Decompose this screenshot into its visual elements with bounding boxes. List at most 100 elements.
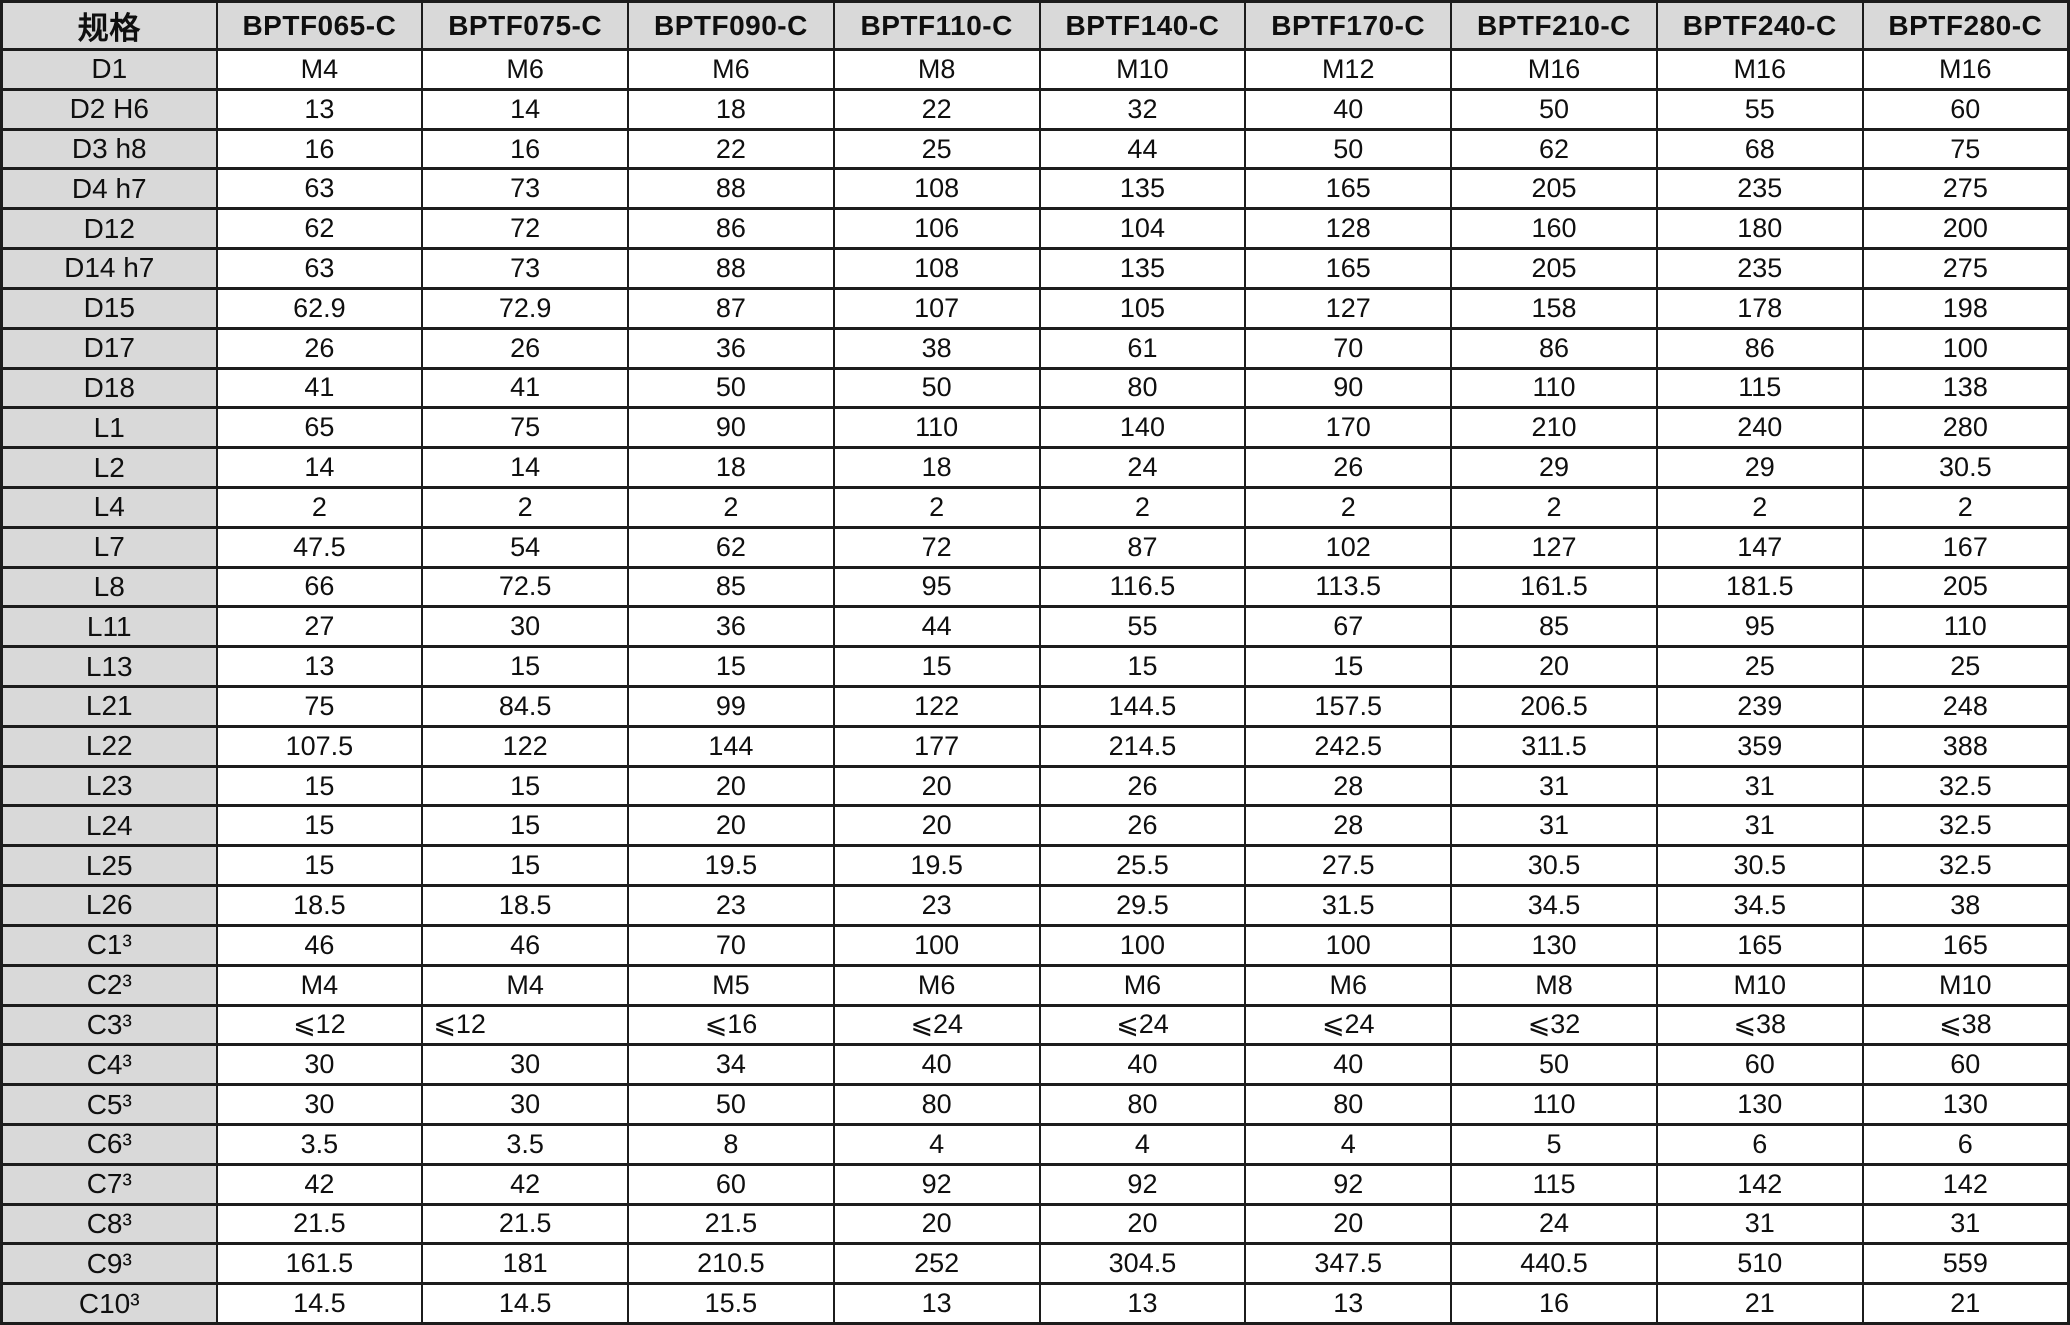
data-cell: 63: [215, 247, 424, 290]
table-row: L21 75 84.5 99 122 144.5 157.5 206.5 239 248: [0, 685, 2070, 728]
data-cell: 32.5: [1861, 804, 2070, 848]
data-cell: 2: [421, 485, 630, 529]
data-cell: 86: [627, 207, 835, 251]
data-cell: 29.5: [1038, 884, 1247, 927]
data-cell: 122: [832, 685, 1041, 728]
data-cell: 66: [215, 565, 424, 609]
data-cell: 31: [1655, 804, 1864, 848]
data-cell: 102: [1244, 525, 1453, 569]
data-cell: 4: [1244, 1122, 1453, 1166]
row-label: C4³: [0, 1043, 218, 1087]
column-header: BPTF170-C: [1244, 0, 1453, 51]
data-cell: M6: [1038, 963, 1247, 1007]
data-cell: 15: [215, 804, 424, 848]
data-cell: 115: [1655, 366, 1864, 410]
data-cell: 34.5: [1655, 884, 1864, 927]
data-cell: 60: [1861, 87, 2070, 131]
table-row: L11 27 30 36 44 55 67 85 95 110: [0, 605, 2070, 649]
data-cell: 68: [1655, 127, 1864, 171]
data-cell: 72: [421, 207, 630, 251]
data-cell: 210: [1450, 406, 1658, 450]
row-label: D2 H6: [0, 87, 218, 131]
row-label: D14 h7: [0, 247, 218, 290]
data-cell: 26: [1038, 764, 1247, 808]
data-cell: ⩽32: [1450, 1003, 1658, 1047]
data-cell: 275: [1861, 247, 2070, 290]
row-label: L2: [0, 446, 218, 489]
data-cell: 6: [1861, 1122, 2070, 1166]
data-cell: 206.5: [1450, 685, 1658, 728]
data-cell: 21: [1861, 1282, 2070, 1325]
data-cell: 50: [832, 366, 1041, 410]
data-cell: 30.5: [1450, 844, 1658, 888]
data-cell: 25: [1655, 645, 1864, 688]
data-cell: 19.5: [627, 844, 835, 888]
data-cell: 18.5: [421, 884, 630, 927]
table-row: C7³ 42 42 60 92 92 92 115 142 142: [0, 1162, 2070, 1206]
data-cell: 50: [1244, 127, 1453, 171]
data-cell: 28: [1244, 764, 1453, 808]
data-cell: 165: [1655, 923, 1864, 967]
table-row: C3³ ⩽12 ⩽12 ⩽16 ⩽24 ⩽24 ⩽24 ⩽32 ⩽38 ⩽38: [0, 1003, 2070, 1047]
data-cell: 13: [1244, 1282, 1453, 1325]
data-cell: 70: [627, 923, 835, 967]
row-label: C5³: [0, 1083, 218, 1126]
data-cell: M4: [215, 48, 424, 91]
table-row: D15 62.9 72.9 87 107 105 127 158 178 198: [0, 286, 2070, 330]
data-cell: 239: [1655, 685, 1864, 728]
column-header: BPTF110-C: [832, 0, 1041, 51]
data-cell: 40: [1244, 87, 1453, 131]
row-label: L11: [0, 605, 218, 649]
data-cell: 99: [627, 685, 835, 728]
data-cell: 63: [215, 167, 424, 211]
data-cell: ⩽24: [832, 1003, 1041, 1047]
data-cell: M6: [832, 963, 1041, 1007]
data-cell: 24: [1038, 446, 1247, 489]
data-cell: ⩽38: [1861, 1003, 2070, 1047]
data-cell: 304.5: [1038, 1242, 1247, 1286]
data-cell: 235: [1655, 167, 1864, 211]
data-cell: 34.5: [1450, 884, 1658, 927]
data-cell: ⩽16: [627, 1003, 835, 1047]
table-row: D2 H6 13 14 18 22 32 40 50 55 60: [0, 87, 2070, 131]
data-cell: 2: [1038, 485, 1247, 529]
table-row: C4³ 30 30 34 40 40 40 50 60 60: [0, 1043, 2070, 1087]
table-row: L24 15 15 20 20 26 28 31 31 32.5: [0, 804, 2070, 848]
data-cell: 31.5: [1244, 884, 1453, 927]
data-cell: M12: [1244, 48, 1453, 91]
data-cell: 510: [1655, 1242, 1864, 1286]
data-cell: 27.5: [1244, 844, 1453, 888]
data-cell: 13: [215, 87, 424, 131]
data-cell: 130: [1450, 923, 1658, 967]
data-cell: M10: [1038, 48, 1247, 91]
data-cell: 14.5: [215, 1282, 424, 1325]
data-cell: 31: [1450, 764, 1658, 808]
table-row: D17 26 26 36 38 61 70 86 86 100: [0, 326, 2070, 370]
data-cell: 40: [1244, 1043, 1453, 1087]
data-cell: 165: [1244, 167, 1453, 211]
data-cell: 34: [627, 1043, 835, 1087]
data-cell: 161.5: [215, 1242, 424, 1286]
data-cell: 60: [627, 1162, 835, 1206]
data-cell: M5: [627, 963, 835, 1007]
data-cell: 14: [421, 87, 630, 131]
row-label: L26: [0, 884, 218, 927]
data-cell: M10: [1861, 963, 2070, 1007]
table-row: L1 65 75 90 110 140 170 210 240 280: [0, 406, 2070, 450]
data-cell: 22: [627, 127, 835, 171]
data-cell: 20: [832, 804, 1041, 848]
row-label: L25: [0, 844, 218, 888]
data-cell: 110: [1450, 366, 1658, 410]
data-cell: 72: [832, 525, 1041, 569]
data-cell: 42: [421, 1162, 630, 1206]
data-cell: 25: [1861, 645, 2070, 688]
row-label: L13: [0, 645, 218, 688]
row-label: D17: [0, 326, 218, 370]
column-header: BPTF280-C: [1861, 0, 2070, 51]
data-cell: M4: [215, 963, 424, 1007]
data-cell: 87: [1038, 525, 1247, 569]
data-cell: 240: [1655, 406, 1864, 450]
row-label: L21: [0, 685, 218, 728]
data-cell: 8: [627, 1122, 835, 1166]
data-cell: 100: [1244, 923, 1453, 967]
